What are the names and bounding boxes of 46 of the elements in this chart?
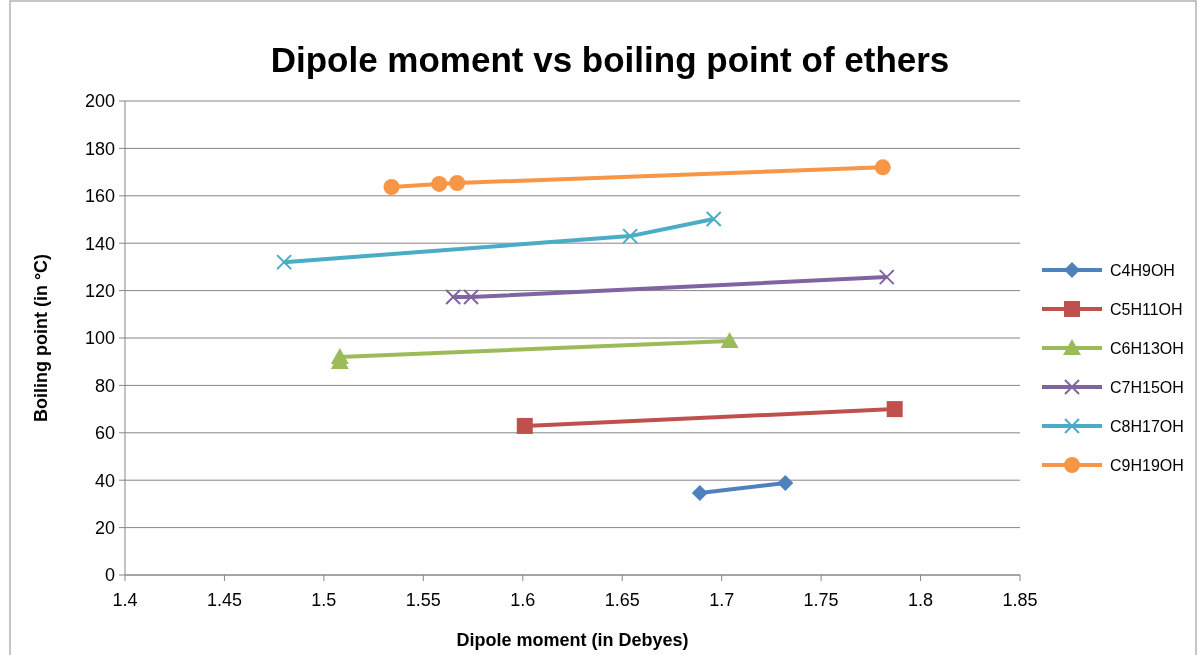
legend-label: C8H17OH bbox=[1110, 417, 1184, 435]
y-tick-label: 40 bbox=[94, 470, 115, 491]
chart-title: Dipole moment vs boiling point of ethers bbox=[270, 40, 950, 79]
point bbox=[276, 254, 293, 271]
y-tick-label: 80 bbox=[94, 375, 115, 396]
point bbox=[886, 401, 903, 418]
x-tick-label: 1.85 bbox=[1002, 590, 1038, 610]
point bbox=[878, 269, 895, 286]
y-tick-label: 180 bbox=[84, 138, 115, 159]
point bbox=[622, 228, 639, 245]
point bbox=[691, 485, 708, 501]
x-tick-label: 1.45 bbox=[206, 590, 242, 610]
x-tick-label: 1.8 bbox=[908, 590, 934, 610]
point bbox=[705, 211, 722, 228]
point bbox=[330, 347, 349, 364]
x-tick-label: 1.5 bbox=[311, 590, 337, 610]
legend-label: C6H13OH bbox=[1110, 339, 1184, 357]
legend-label: C7H15OH bbox=[1110, 378, 1184, 396]
x-tick-label: 1.55 bbox=[405, 590, 441, 610]
x-tick-label: 1.65 bbox=[604, 590, 640, 610]
y-axis-title: Boiling point (in °C) bbox=[31, 253, 51, 423]
y-tick-label: 160 bbox=[84, 186, 115, 207]
legend-label: C9H19OH bbox=[1110, 456, 1184, 474]
point bbox=[874, 159, 891, 176]
x-tick-label: 1.4 bbox=[112, 590, 138, 610]
point bbox=[516, 417, 533, 434]
y-tick-label: 0 bbox=[104, 565, 115, 586]
x-tick-label: 1.75 bbox=[803, 590, 839, 610]
point bbox=[445, 289, 462, 305]
x-axis-title: Dipole moment (in Debyes) bbox=[456, 630, 689, 650]
point bbox=[449, 175, 466, 191]
point bbox=[383, 179, 400, 196]
x-tick-label: 1.7 bbox=[709, 590, 735, 610]
y-tick-label: 200 bbox=[84, 91, 115, 112]
y-tick-label: 140 bbox=[84, 233, 115, 254]
y-tick-label: 120 bbox=[84, 280, 115, 301]
point bbox=[463, 289, 480, 305]
y-tick-label: 60 bbox=[94, 423, 115, 444]
y-tick-label: 100 bbox=[84, 328, 115, 349]
point bbox=[431, 175, 448, 192]
point bbox=[720, 332, 739, 349]
y-tick-label: 20 bbox=[94, 517, 115, 538]
x-tick-label: 1.6 bbox=[510, 590, 536, 610]
point bbox=[777, 475, 794, 492]
legend-label: C5H11OH bbox=[1110, 300, 1183, 318]
legend-label: C4H9OH bbox=[1110, 261, 1175, 279]
